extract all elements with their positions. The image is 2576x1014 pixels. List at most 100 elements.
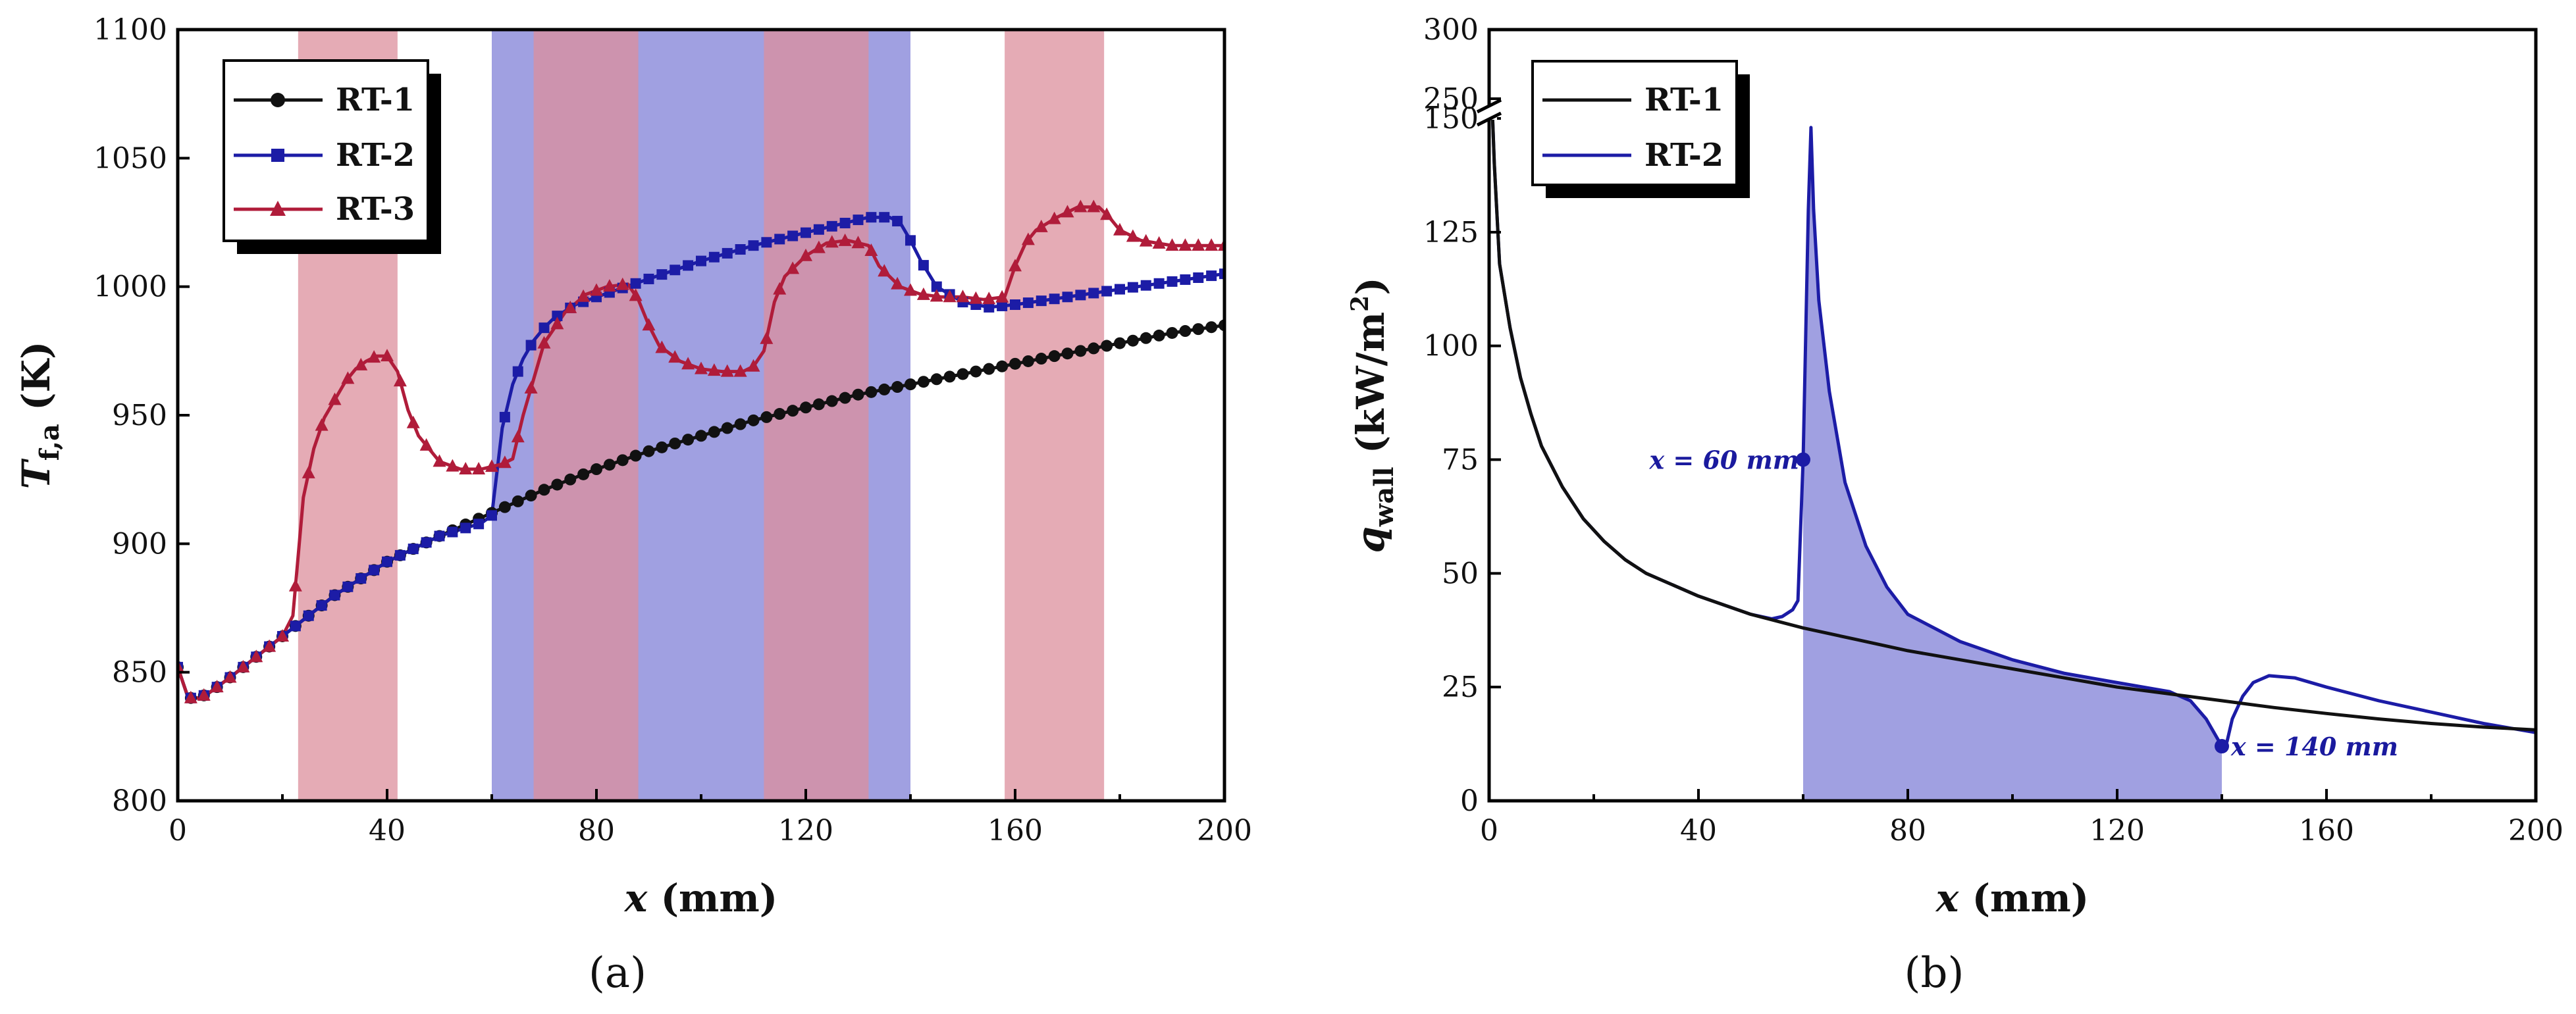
marker-rt-3 [602, 279, 616, 292]
marker-rt-1 [1074, 345, 1087, 357]
marker-rt-2 [1219, 268, 1224, 280]
marker-rt-1 [525, 490, 537, 502]
marker-rt-3 [302, 465, 315, 478]
marker-rt-3 [969, 291, 983, 304]
marker-rt-1 [957, 368, 969, 380]
marker-rt-2 [512, 366, 523, 377]
marker-rt-1 [891, 381, 904, 393]
marker-rt-1 [656, 441, 668, 453]
y-tick-label: 1000 [93, 270, 167, 304]
marker-rt-3 [1165, 238, 1179, 251]
y-tick-label: 800 [112, 784, 167, 818]
marker-rt-1 [865, 386, 878, 398]
y-tick-label: 100 [1423, 330, 1479, 363]
marker-rt-2 [630, 278, 641, 289]
axis-break-mark-bottom [1476, 111, 1502, 127]
marker-rt-3 [916, 287, 930, 300]
marker-rt-2 [643, 273, 654, 284]
marker-rt-1 [1009, 357, 1021, 370]
marker-rt-3 [1034, 219, 1048, 232]
y-tick-label: 950 [112, 399, 167, 432]
y-tick-label: 850 [112, 656, 167, 690]
marker-rt-2 [1075, 290, 1086, 301]
marker-rt-1 [551, 478, 564, 491]
marker-rt-1 [538, 484, 550, 496]
marker-rt-2 [826, 220, 837, 232]
y-axis-label: Tf,a (K) [14, 342, 65, 490]
legend-label-rt2: RT-2 [336, 137, 415, 174]
marker-rt-1 [603, 459, 616, 471]
marker-rt-3 [433, 454, 446, 467]
marker-rt-2 [434, 530, 445, 542]
marker-rt-2 [813, 224, 824, 235]
x-tick-label: 160 [987, 814, 1043, 848]
marker-rt-2 [1010, 299, 1020, 311]
marker-rt-2 [1153, 278, 1165, 289]
marker-rt-3 [1009, 259, 1022, 272]
marker-rt-2 [656, 269, 668, 280]
annotation-point-60mm [1796, 452, 1810, 467]
marker-rt-1 [826, 395, 838, 407]
y-axis-label: qwall (kW/m2) [1346, 277, 1400, 553]
marker-rt-3 [760, 331, 774, 344]
marker-rt-2 [1101, 286, 1113, 297]
x-tick-label: 200 [2508, 814, 2563, 848]
marker-rt-2 [787, 230, 799, 241]
marker-rt-3 [668, 350, 682, 363]
x-tick-label: 0 [1480, 814, 1498, 848]
marker-rt-3 [825, 235, 839, 248]
y-tick-label: 25 [1442, 671, 1479, 704]
marker-rt-1 [930, 373, 943, 386]
marker-rt-1 [917, 376, 930, 388]
y-tick-label: 75 [1442, 444, 1479, 477]
x-tick-label: 200 [1197, 814, 1252, 848]
annotation-label-60mm: x = 60 mm [1649, 445, 1799, 475]
legend-label-rt1: RT-1 [336, 82, 415, 118]
marker-rt-1 [669, 437, 681, 449]
x-tick-label: 80 [578, 814, 615, 848]
marker-rt-2 [290, 621, 301, 632]
series-lines [1490, 118, 2536, 748]
marker-rt-1 [616, 454, 629, 467]
marker-rt-3 [577, 289, 591, 302]
marker-rt-3 [681, 357, 695, 370]
marker-rt-3 [564, 300, 577, 313]
marker-rt-2 [853, 215, 864, 226]
marker-rt-2 [421, 537, 432, 548]
marker-rt-3 [995, 290, 1009, 303]
marker-rt-2 [1115, 284, 1125, 295]
marker-rt-1 [943, 370, 956, 383]
marker-rt-2 [708, 251, 720, 263]
marker-rt-2 [984, 301, 995, 313]
series-line-rt-1 [1490, 118, 2536, 732]
marker-rt-3 [747, 359, 760, 372]
marker-rt-1 [1192, 323, 1205, 336]
marker-rt-2 [748, 240, 759, 251]
marker-rt-3 [276, 628, 289, 642]
marker-rt-3 [210, 680, 224, 693]
marker-rt-2 [407, 544, 419, 555]
marker-rt-3 [720, 364, 734, 377]
marker-rt-1 [774, 408, 786, 420]
marker-rt-2 [892, 216, 903, 227]
marker-rt-2 [1127, 282, 1138, 293]
marker-rt-2 [473, 519, 485, 530]
x-axis-label: x (mm) [623, 876, 777, 921]
marker-rt-3 [1205, 238, 1219, 251]
series-line-rt-2 [1490, 118, 2536, 748]
marker-rt-3 [223, 670, 237, 683]
marker-rt-1 [983, 363, 995, 375]
marker-rt-1 [1140, 332, 1152, 344]
marker-rt-2 [722, 247, 733, 259]
plot-frame [176, 28, 1226, 803]
legend-marker-rt3 [270, 201, 286, 216]
marker-rt-3 [184, 690, 197, 703]
y-tick-label: 150 [1423, 102, 1479, 136]
marker-rt-3 [511, 430, 525, 443]
marker-rt-3 [786, 261, 800, 274]
shaded-region [1803, 127, 2222, 801]
marker-rt-2 [1022, 297, 1034, 309]
y-tick-label: 1050 [93, 141, 167, 175]
annotations: x = 60 mm x = 140 mm [1649, 445, 2398, 762]
